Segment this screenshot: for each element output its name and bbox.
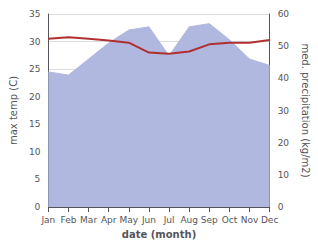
svg-text:30: 30 [29, 37, 41, 47]
svg-text:20: 20 [278, 138, 290, 148]
svg-text:max temp (C): max temp (C) [8, 76, 19, 145]
svg-text:Aug: Aug [180, 215, 198, 225]
svg-text:10: 10 [29, 147, 41, 157]
svg-text:Jan: Jan [40, 215, 55, 225]
svg-text:May: May [120, 215, 139, 225]
svg-text:0: 0 [35, 202, 41, 212]
svg-text:Sep: Sep [201, 215, 218, 225]
svg-text:20: 20 [29, 92, 41, 102]
svg-text:date (month): date (month) [122, 229, 196, 240]
svg-text:40: 40 [278, 73, 290, 83]
svg-text:Jun: Jun [141, 215, 156, 225]
svg-text:30: 30 [278, 106, 290, 116]
svg-text:5: 5 [35, 174, 41, 184]
svg-text:60: 60 [278, 9, 290, 19]
svg-text:0: 0 [278, 202, 284, 212]
svg-text:25: 25 [29, 64, 40, 74]
svg-text:10: 10 [278, 170, 290, 180]
svg-text:Apr: Apr [101, 215, 117, 225]
svg-text:Feb: Feb [61, 215, 77, 225]
svg-text:med. precipitation (kg/m2): med. precipitation (kg/m2) [300, 43, 311, 177]
svg-text:Nov: Nov [241, 215, 259, 225]
svg-text:50: 50 [278, 41, 290, 51]
svg-text:Mar: Mar [80, 215, 97, 225]
svg-text:Oct: Oct [222, 215, 238, 225]
svg-text:Jul: Jul [163, 215, 175, 225]
svg-text:35: 35 [29, 9, 40, 19]
svg-text:15: 15 [29, 119, 40, 129]
svg-text:Dec: Dec [261, 215, 278, 225]
